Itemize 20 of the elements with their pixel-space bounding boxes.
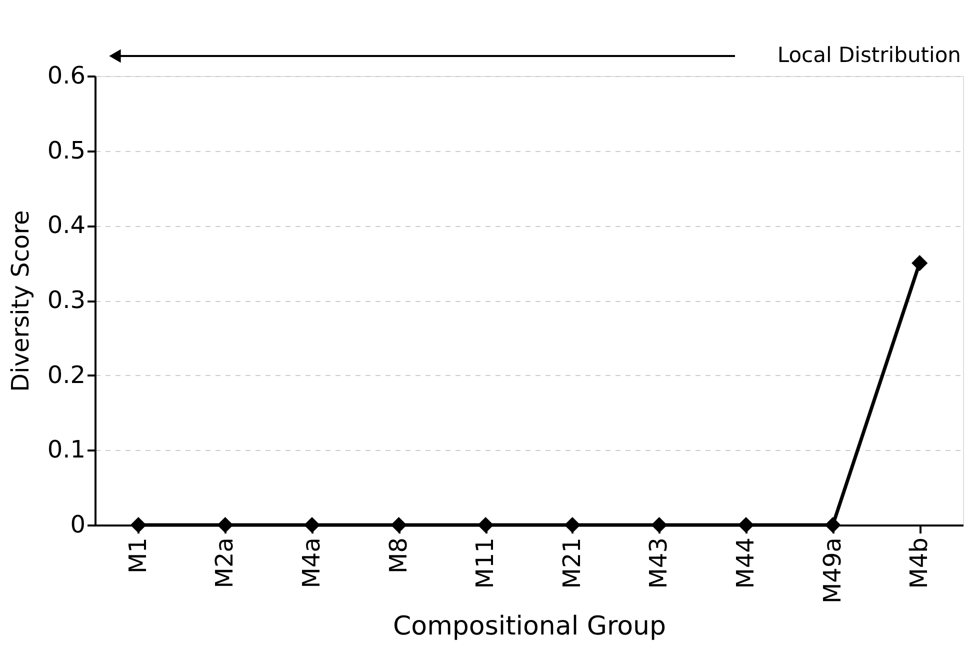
x-tick-label: M11 [471, 538, 500, 589]
y-tick-label: 0 [70, 510, 86, 538]
x-tick-label: M8 [384, 538, 412, 574]
y-tick-label: 0.4 [47, 211, 86, 240]
y-axis-title: Diversity Score [6, 210, 34, 392]
text: Local Distribution [777, 43, 961, 67]
x-tick-label: M21 [558, 538, 586, 589]
y-tick-label: 0.5 [47, 136, 86, 164]
x-tick-label: M49a [818, 538, 846, 604]
y-tick-label: 0.2 [47, 360, 86, 389]
y-tick-label: 0.3 [47, 286, 86, 314]
x-tick-label: M4a [298, 538, 326, 588]
x-tick-label: M43 [644, 538, 673, 589]
x-tick-label: M1 [124, 538, 152, 574]
x-tick-label: M2a [210, 538, 239, 588]
y-tick-label: 0.6 [47, 62, 86, 90]
x-axis-title: Compositional Group [393, 611, 666, 642]
y-tick-label: 0.1 [47, 436, 86, 464]
x-tick-label: M4b [905, 538, 934, 589]
x-tick-label: M44 [732, 538, 760, 589]
